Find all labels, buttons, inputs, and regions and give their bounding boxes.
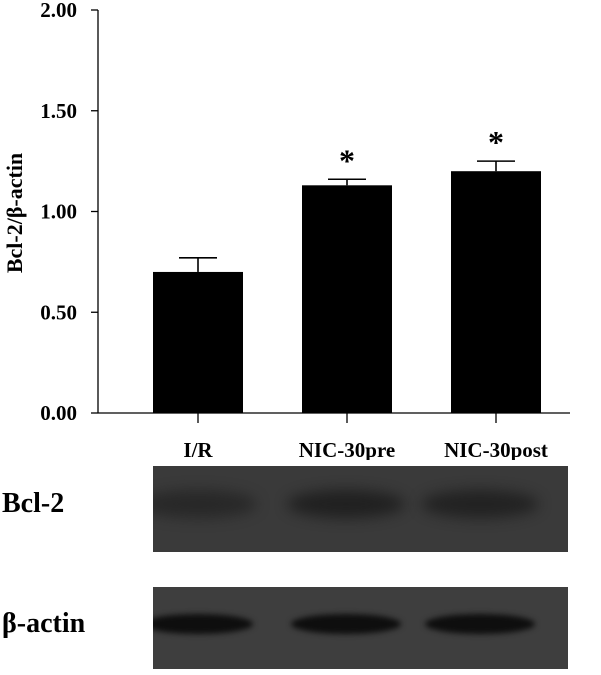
- blot-band: [425, 614, 535, 634]
- blot-band: [287, 490, 405, 518]
- x-tick-label: NIC-30post: [444, 438, 548, 460]
- significance-marker: *: [488, 124, 504, 160]
- bars: [153, 160, 541, 413]
- x-tick-label: NIC-30pre: [299, 438, 395, 460]
- y-tick-label: 0.00: [40, 401, 77, 425]
- blot-label-bcl2: Bcl-2: [2, 488, 65, 519]
- y-axis-label: Bcl-2/β-actin: [2, 153, 27, 273]
- blot-beta-actin: [153, 587, 568, 669]
- y-tick-label: 1.00: [40, 200, 77, 224]
- blot-band: [421, 490, 539, 518]
- significance-marker: *: [339, 142, 355, 178]
- bar: [451, 171, 541, 413]
- bar: [302, 185, 392, 413]
- blot-bcl2: [153, 466, 568, 552]
- blot-label-beta-actin: β-actin: [2, 608, 86, 639]
- bar-chart: 0.00 0.50 1.00 1.50 2.00 I/R NIC-30pre * NIC-30p…: [2, 0, 570, 462]
- bar: [153, 271, 243, 413]
- y-tick-label: 2.00: [40, 0, 77, 22]
- blot-band: [153, 614, 253, 634]
- blot-band: [153, 490, 257, 518]
- y-tick-label: 1.50: [40, 99, 77, 123]
- labels: 0.00 0.50 1.00 1.50 2.00 I/R NIC-30pre * NIC-30p…: [40, 0, 548, 462]
- y-tick-label: 0.50: [40, 300, 77, 324]
- x-tick-label: I/R: [183, 438, 213, 460]
- blot-band: [291, 614, 401, 634]
